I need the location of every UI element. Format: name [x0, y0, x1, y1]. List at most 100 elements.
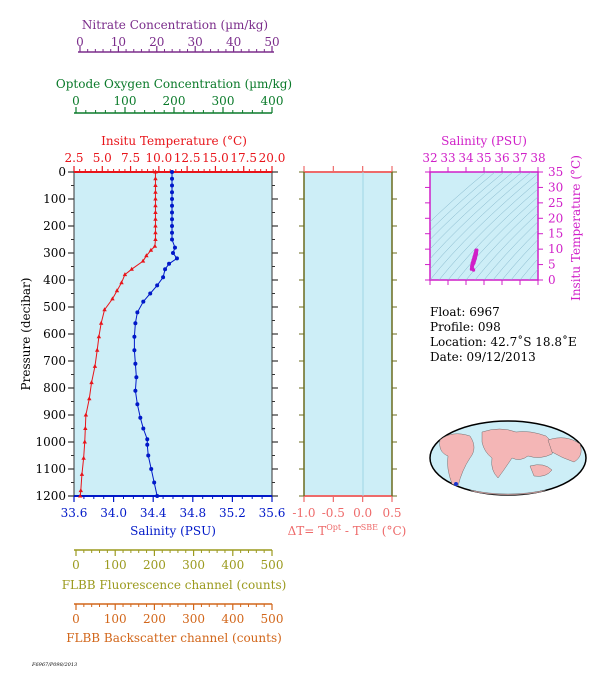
temperature_profile-point — [89, 380, 94, 385]
axis-tick-label: 40 — [226, 35, 241, 49]
temperature-tick-label: 20.0 — [259, 151, 286, 165]
temperature_profile-point — [87, 396, 92, 401]
axis-tick-label: 10 — [111, 35, 126, 49]
salinity_profile-point — [152, 480, 157, 485]
salinity-tick-label: 34.8 — [179, 506, 206, 520]
ts-density-contour — [430, 172, 496, 231]
axis-tick-label: 400 — [261, 94, 284, 108]
salinity_profile-point — [132, 334, 137, 339]
pressure-tick-label: 0 — [58, 165, 66, 179]
salinity_profile-point — [170, 237, 175, 242]
pressure-tick-label: 400 — [43, 273, 66, 287]
dt-axis-label: ΔT= TOpt - TSBE (°C) — [288, 523, 407, 538]
temperature_profile-point — [79, 471, 85, 476]
salinity_profile-point — [170, 197, 175, 201]
salinity_profile-point — [134, 375, 139, 380]
ts-temperature-tick-label: 0 — [548, 273, 556, 287]
salinity_profile-point — [146, 453, 151, 458]
axis-tick-label: 400 — [221, 558, 244, 572]
salinity_profile-point — [149, 467, 154, 471]
ts-salinity-tick-label: 33 — [440, 151, 455, 165]
oxygen-axis: Optode Oxygen Concentration (µm/kg) 0 100… — [56, 77, 292, 114]
temperature_profile-point — [153, 210, 158, 214]
axis-tick-label: 300 — [212, 94, 235, 108]
dt-tick-label: -0.5 — [322, 506, 345, 520]
axis-tick-label: 500 — [261, 558, 284, 572]
temperature_profile-point — [96, 334, 102, 339]
salinity_profile-point — [167, 261, 172, 266]
ts-density-contour — [510, 248, 538, 280]
salinity_profile-point — [155, 494, 160, 498]
axis-tick-label: 20 — [149, 35, 164, 49]
ts-density-contour — [474, 212, 538, 280]
temperature_profile-point — [98, 320, 104, 325]
pressure-tick-label: 300 — [43, 246, 66, 260]
location: Location: 42.7˚S 18.8˚E — [430, 334, 577, 349]
axis-tick-label: 300 — [182, 558, 205, 572]
temperature-tick-label: 12.5 — [174, 151, 201, 165]
salinity_profile-point — [133, 361, 138, 366]
dt-tick-label: 0.5 — [382, 506, 401, 520]
salinity_profile-point — [163, 267, 168, 272]
date: Date: 09/12/2013 — [430, 350, 536, 364]
temperature_profile-point — [153, 223, 158, 228]
salinity_profile-point — [171, 251, 175, 255]
temperature_profile-point — [153, 183, 158, 187]
temperature_profile-point — [82, 439, 87, 444]
temperature_profile-point — [114, 288, 120, 293]
axis-tick-label: 0 — [72, 558, 80, 572]
ts-salinity-tick-label: 36 — [494, 151, 509, 165]
salinity_profile-point — [174, 256, 179, 261]
salinity_profile-point — [133, 321, 138, 326]
profile-number: Profile: 098 — [430, 320, 501, 334]
pressure-tick-label: 100 — [43, 192, 66, 206]
temperature_profile-point — [122, 272, 128, 277]
temperature-tick-label: 15.0 — [202, 151, 229, 165]
ts-salinity-axis-label: Salinity (PSU) — [441, 134, 527, 148]
temperature-tick-label: 2.5 — [64, 151, 83, 165]
temperature-tick-label: 17.5 — [230, 151, 257, 165]
salinity_profile-point — [172, 245, 177, 250]
axis-tick-label: 200 — [143, 612, 166, 626]
axis-tick-label: 500 — [261, 612, 284, 626]
ts-point — [472, 261, 476, 265]
temperature_profile-point — [153, 216, 158, 221]
ts-density-contour — [492, 230, 538, 280]
temperature_profile-point — [153, 230, 158, 235]
pressure-tick-label: 900 — [43, 408, 66, 422]
salinity-tick-label: 34.4 — [140, 506, 167, 520]
temperature_profile-point — [152, 243, 158, 248]
temperature_profile-point — [83, 412, 89, 417]
dt-tick-label: 0.0 — [353, 506, 372, 520]
axis-tick-label: 50 — [264, 35, 279, 49]
pressure-tick-label: 500 — [43, 300, 66, 314]
salinity_profile-point — [148, 291, 153, 296]
axis-tick-label: 0 — [76, 35, 84, 49]
ts-density-contour — [465, 204, 538, 280]
ts-density-contour — [430, 172, 505, 240]
ts-temperature-tick-label: 20 — [548, 211, 563, 225]
ts-density-contour — [430, 172, 487, 223]
backscatter-axis-label: FLBB Backscatter channel (counts) — [66, 631, 282, 645]
axis-tick-label: 0 — [72, 612, 80, 626]
ts-density-contour — [456, 196, 538, 280]
salinity_profile-point — [170, 230, 175, 235]
temperature_profile-point — [140, 258, 146, 263]
salinity_profile-point — [138, 415, 143, 420]
nitrate-axis: Nitrate Concentration (µm/kg) 0 10 20 30 40 5… — [76, 18, 280, 53]
axis-tick-label: 300 — [182, 612, 205, 626]
temperature_profile-point — [81, 455, 86, 460]
salinity-tick-label: 33.6 — [61, 506, 88, 520]
ts-point — [474, 252, 479, 256]
pressure-tick-label: 1200 — [35, 489, 66, 503]
ts-salinity-tick-label: 38 — [530, 151, 545, 165]
axis-tick-label: 100 — [114, 94, 137, 108]
ts-density-contour — [519, 258, 538, 280]
salinity-tick-label: 35.2 — [219, 506, 246, 520]
ts-salinity-tick-label: 35 — [476, 151, 491, 165]
ts-temperature-axis-label: Insitu Temperature (°C) — [569, 155, 583, 301]
temperature_profile-point — [92, 363, 98, 368]
ts-temperature-tick-label: 25 — [548, 196, 563, 210]
axis-tick-label: 400 — [221, 612, 244, 626]
ts-point — [471, 268, 476, 272]
